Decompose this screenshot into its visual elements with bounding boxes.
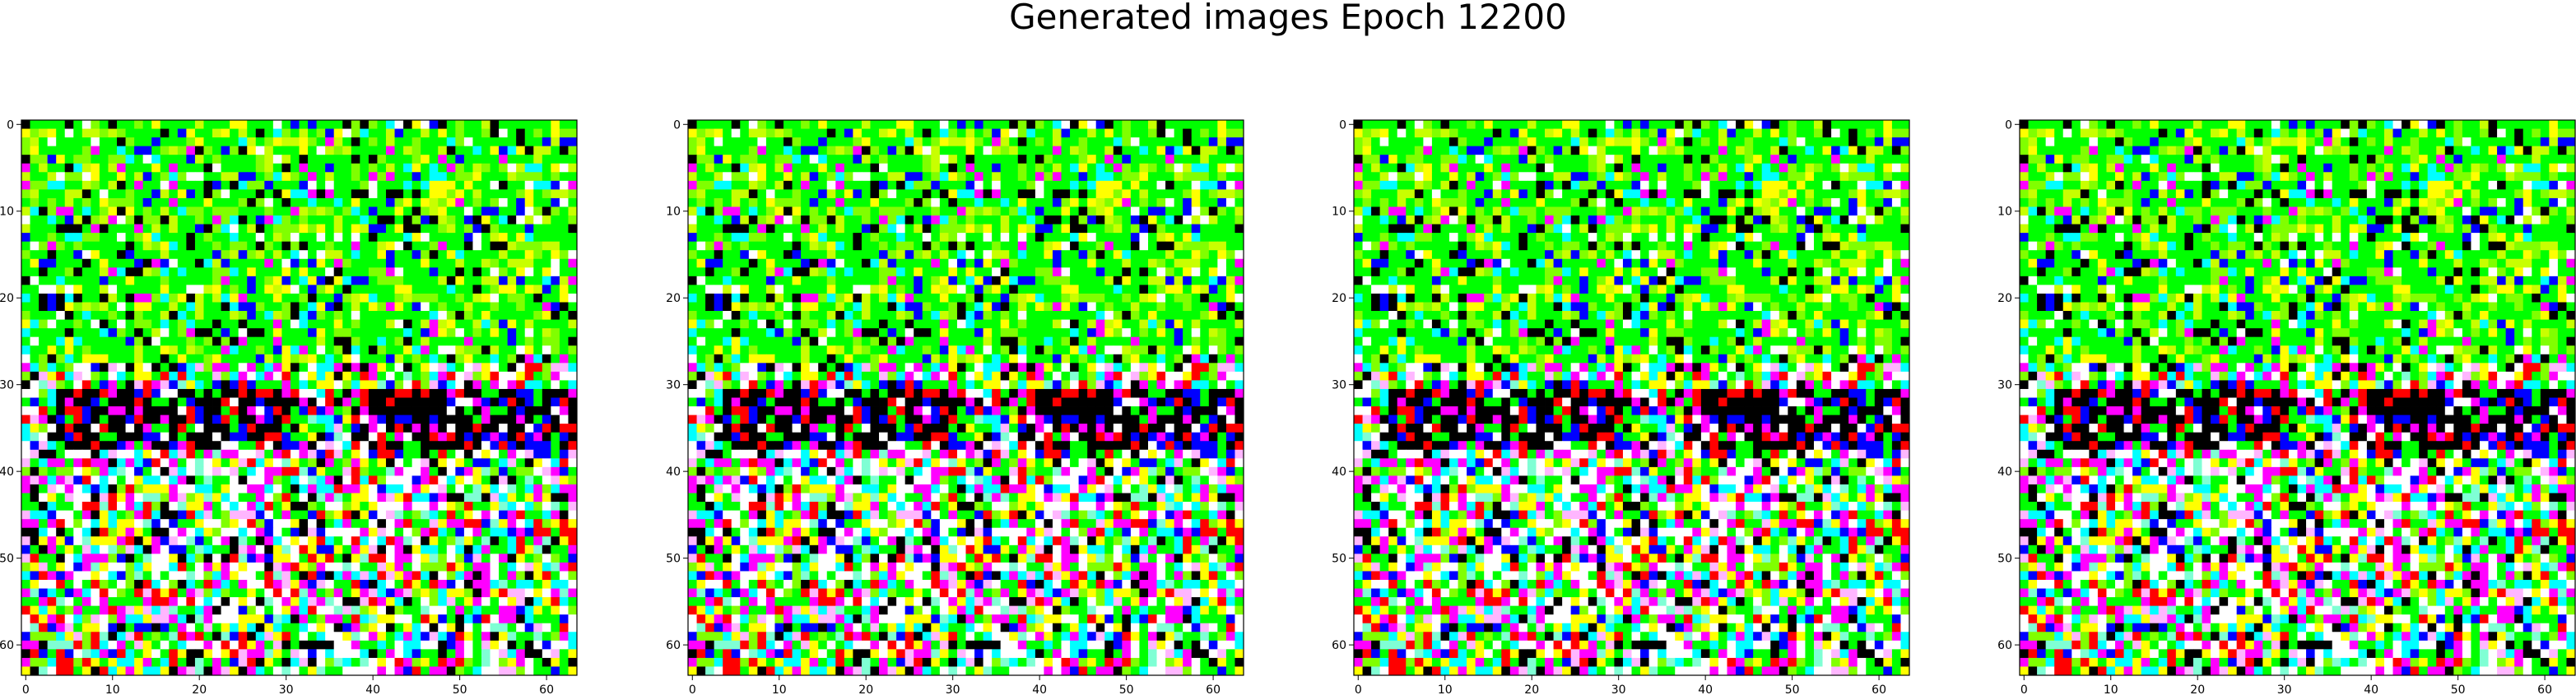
y-tick-label: 60: [666, 639, 681, 652]
y-tick-label: 20: [666, 292, 681, 305]
x-tick-label: 30: [2277, 683, 2292, 695]
x-tick-label: 40: [1032, 683, 1047, 695]
y-tick-label: 30: [1332, 379, 1346, 392]
x-tick-label: 50: [453, 683, 467, 695]
y-tick-label: 60: [0, 639, 14, 652]
image-pixels: [21, 120, 578, 676]
y-tick-label: 50: [1332, 553, 1346, 566]
x-tick-label: 60: [2537, 683, 2552, 695]
y-tick-label: 10: [0, 206, 14, 219]
x-tick-label: 0: [2020, 683, 2028, 695]
image-pixels: [688, 120, 1244, 676]
y-tick-label: 40: [0, 466, 14, 479]
y-tick-label: 60: [1332, 639, 1346, 652]
y-tick-label: 10: [1997, 206, 2012, 219]
image-pixels: [2020, 120, 2576, 676]
x-tick-label: 30: [279, 683, 294, 695]
x-tick-label: 20: [2190, 683, 2205, 695]
x-tick-label: 20: [192, 683, 207, 695]
x-tick-label: 40: [1698, 683, 1713, 695]
x-tick-label: 0: [1355, 683, 1362, 695]
y-tick-label: 20: [0, 292, 14, 305]
x-tick-label: 10: [105, 683, 120, 695]
x-tick-label: 0: [689, 683, 696, 695]
y-tick-label: 10: [666, 206, 681, 219]
axes-frame: [2019, 119, 2576, 676]
y-tick-label: 60: [1997, 639, 2012, 652]
y-tick-label: 20: [1997, 292, 2012, 305]
x-tick-label: 30: [1611, 683, 1626, 695]
x-tick-label: 50: [2451, 683, 2466, 695]
y-tick-label: 40: [1997, 466, 2012, 479]
axes-frame: [687, 119, 1244, 676]
y-tick-label: 50: [0, 553, 14, 566]
y-tick-label: 20: [1332, 292, 1346, 305]
y-tick-label: 40: [666, 466, 681, 479]
image-pixels: [1354, 120, 1910, 676]
y-tick-label: 30: [1997, 379, 2012, 392]
x-tick-label: 30: [946, 683, 960, 695]
x-tick-label: 10: [1438, 683, 1453, 695]
figure-title: Generated images Epoch 12200: [1009, 0, 1567, 37]
generated-image-1: 0 10 20 30 40 50 60 0 10 20 30 40 50 60: [0, 118, 578, 695]
x-tick-label: 60: [1206, 683, 1221, 695]
x-tick-label: 40: [365, 683, 380, 695]
generated-image-3: 0 10 20 30 40 50 60 0 10 20 30 40 50 60: [1332, 118, 1910, 695]
x-tick-label: 60: [1872, 683, 1886, 695]
y-tick-label: 10: [1332, 206, 1346, 219]
y-tick-label: 30: [0, 379, 14, 392]
y-tick-label: 50: [666, 553, 681, 566]
x-tick-label: 40: [2364, 683, 2378, 695]
x-tick-label: 0: [22, 683, 30, 695]
axes-frame: [21, 119, 578, 676]
x-tick-label: 50: [1785, 683, 1800, 695]
generated-image-4: 0 10 20 30 40 50 60 0 10 20 30 40 50 60: [1997, 118, 2576, 695]
axes-frame: [1353, 119, 1910, 676]
generated-image-2: 0 10 20 30 40 50 60 0 10 20 30 40 50 60: [666, 118, 1244, 695]
x-tick-label: 50: [1119, 683, 1134, 695]
x-tick-label: 10: [2104, 683, 2118, 695]
y-tick-label: 40: [1332, 466, 1346, 479]
x-tick-label: 60: [539, 683, 554, 695]
x-tick-label: 20: [858, 683, 873, 695]
y-tick-label: 50: [1997, 553, 2012, 566]
x-tick-label: 10: [772, 683, 787, 695]
y-tick-label: 0: [673, 118, 681, 132]
x-tick-label: 20: [1524, 683, 1539, 695]
y-tick-label: 0: [1339, 118, 1346, 132]
y-tick-label: 30: [666, 379, 681, 392]
y-tick-label: 0: [7, 118, 14, 132]
y-tick-label: 0: [2005, 118, 2012, 132]
